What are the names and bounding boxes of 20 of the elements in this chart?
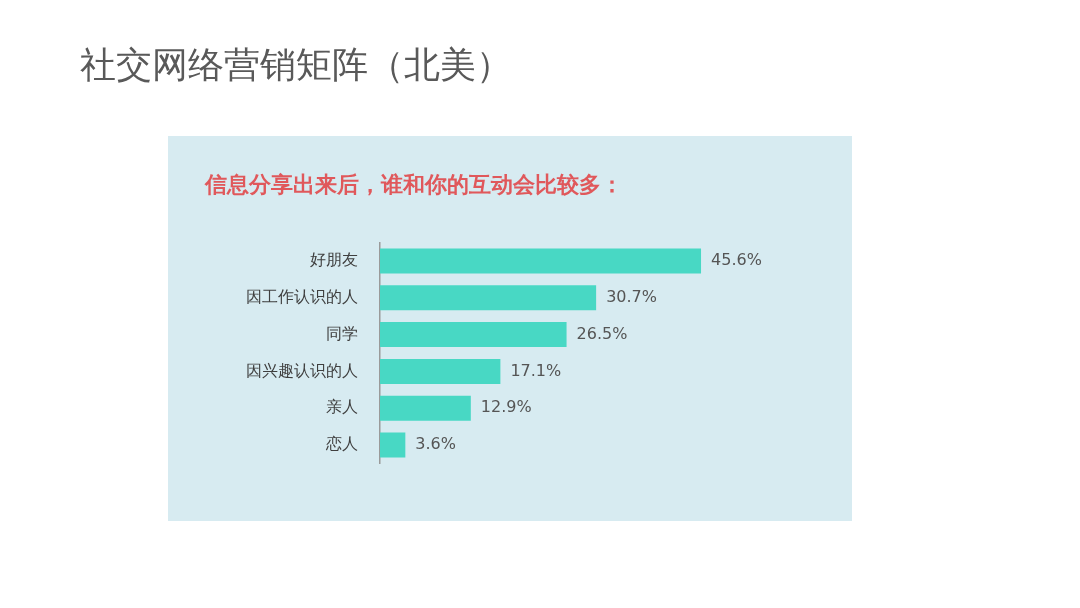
data-label: 3.6% bbox=[415, 434, 456, 454]
y-tick-label: 亲人 bbox=[326, 397, 358, 417]
data-label: 12.9% bbox=[480, 397, 532, 417]
y-tick-label: 同学 bbox=[326, 323, 358, 343]
chart-subtitle: 信息分享出来后，谁和你的互动会比较多： bbox=[205, 171, 623, 199]
data-label: 26.5% bbox=[576, 323, 628, 343]
bar bbox=[380, 395, 471, 421]
bar bbox=[380, 432, 406, 458]
data-label: 30.7% bbox=[606, 286, 657, 306]
bar bbox=[380, 358, 501, 384]
chart-title: 社交网络营销矩阵（北美） bbox=[80, 43, 512, 87]
y-tick-label: 因兴趣认识的人 bbox=[246, 360, 358, 380]
bar bbox=[380, 248, 702, 274]
bar bbox=[380, 322, 567, 348]
y-tick-label: 因工作认识的人 bbox=[246, 286, 358, 306]
data-label: 17.1% bbox=[510, 360, 562, 380]
bar bbox=[380, 285, 597, 311]
y-tick-label: 恋人 bbox=[325, 434, 358, 454]
y-tick-label: 好朋友 bbox=[310, 250, 358, 270]
data-label: 45.6% bbox=[711, 250, 762, 270]
